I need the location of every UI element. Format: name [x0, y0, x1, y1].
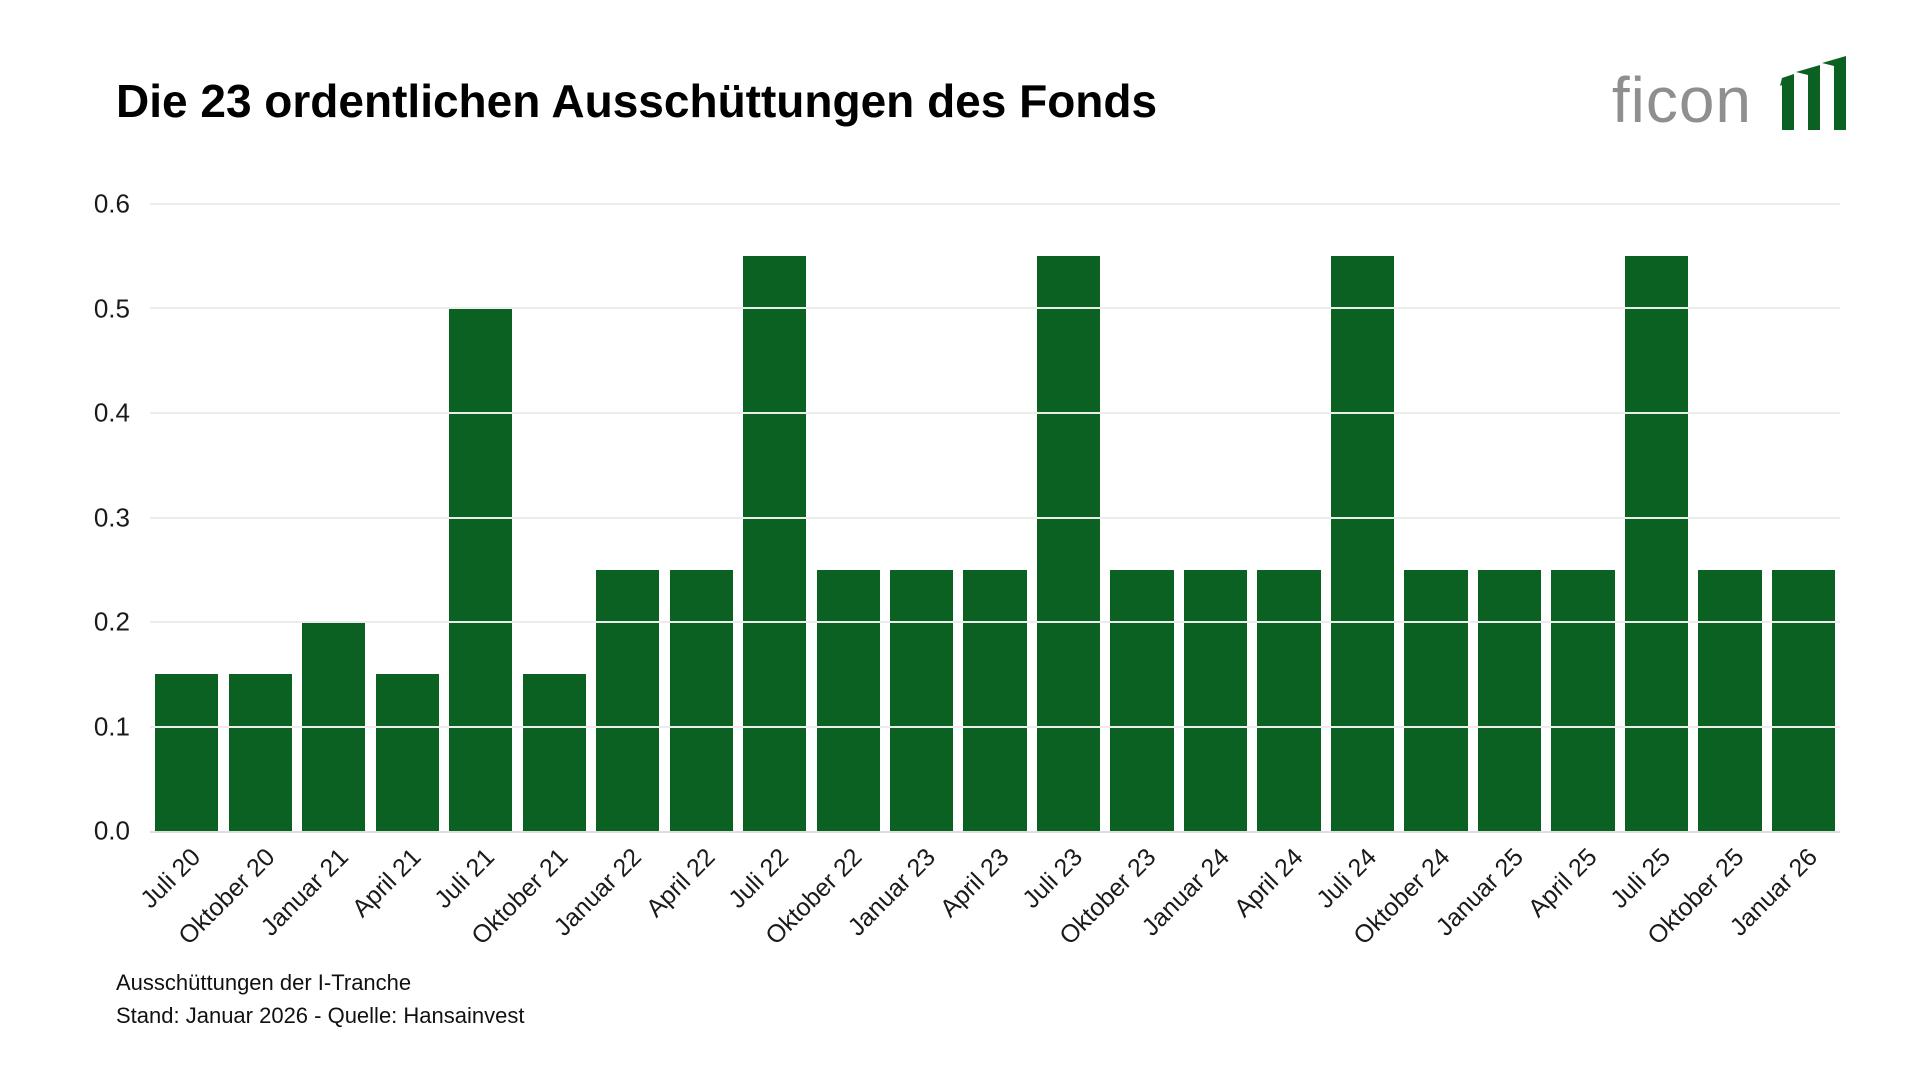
bar [1698, 569, 1762, 831]
bar-slot: Juli 25 [1605, 204, 1693, 914]
bar [228, 674, 292, 831]
bar-slot: April 24 [1229, 204, 1325, 923]
gridline [150, 620, 1840, 623]
bar-slot: Januar 23 [843, 204, 958, 941]
bar [522, 674, 586, 831]
gridline [150, 203, 1840, 205]
x-axis-tick-label: Juli 20 [135, 843, 207, 914]
y-axis-tick-label: 0.2 [93, 606, 130, 637]
bar [816, 569, 880, 831]
y-axis: 0.0 0.1 0.2 0.3 0.4 0.5 0.6 [0, 189, 138, 846]
x-axis-tick-label: Juli 25 [1605, 843, 1677, 914]
plot-area: Juli 20 Oktober 20 Januar 21 April 21 Juli 2… [136, 203, 1840, 950]
bar-slot: Oktober 21 [467, 204, 590, 950]
bar [155, 674, 219, 831]
gridline [150, 411, 1840, 414]
gridline [150, 307, 1840, 310]
bar-slot: Oktober 20 [173, 204, 296, 950]
bar-slot: Juli 24 [1311, 204, 1399, 914]
x-axis-tick-label: Juli 24 [1311, 843, 1383, 914]
x-axis-tick-label: April 25 [1523, 843, 1603, 923]
footnote-line1: Ausschüttungen der I-Tranche [116, 970, 412, 995]
rising-bars-icon [1780, 56, 1846, 130]
x-axis-tick-label: April 22 [641, 843, 721, 923]
bar [1330, 256, 1395, 831]
bar-slot: April 25 [1523, 204, 1619, 923]
bar-slot: Juli 20 [136, 204, 223, 914]
logo-text: ficon [1611, 63, 1752, 136]
bar-slot: Januar 26 [1725, 204, 1840, 941]
bar-slot: Oktober 22 [761, 204, 884, 950]
bar [889, 569, 954, 831]
bar [669, 569, 733, 831]
bar [1404, 569, 1468, 831]
bar [449, 308, 513, 831]
bar [375, 674, 439, 831]
y-axis-tick-label: 0.1 [93, 711, 130, 741]
bar [1624, 256, 1689, 831]
bar [963, 569, 1027, 831]
x-axis-tick-label: April 23 [935, 843, 1015, 923]
bar-slot: Oktober 23 [1055, 204, 1178, 950]
y-axis-tick-label: 0.4 [93, 397, 130, 428]
x-axis-tick-label: April 24 [1229, 843, 1309, 923]
x-axis-tick-label: Juli 22 [723, 843, 795, 914]
gridline [150, 516, 1840, 519]
bar-slot: Januar 22 [549, 204, 664, 941]
ficon-logo: ficon [1611, 56, 1854, 136]
y-axis-tick-label: 0.0 [93, 815, 130, 846]
footnote: Ausschüttungen der I-Tranche Stand: Janu… [116, 966, 524, 1032]
bar-slot: Juli 21 [430, 204, 517, 914]
bar-slot: Januar 24 [1137, 204, 1252, 941]
bar-slot: Juli 23 [1017, 204, 1105, 914]
footnote-line2: Stand: Januar 2026 - Quelle: Hansainvest [116, 1003, 525, 1028]
bar-slot: Oktober 25 [1642, 204, 1766, 950]
y-axis-tick-label: 0.3 [93, 502, 130, 532]
x-axis-tick-label: April 21 [347, 843, 428, 923]
x-axis-tick-label: Juli 21 [429, 843, 501, 914]
bars-row: Juli 20 Oktober 20 Januar 21 April 21 Juli 2… [136, 204, 1840, 950]
chart-title: Die 23 ordentlichen Ausschüttungen des F… [116, 75, 1158, 127]
gridline [150, 725, 1840, 728]
bar-slot: Januar 25 [1431, 204, 1546, 941]
bar [596, 569, 660, 831]
bar [743, 256, 807, 831]
bar-slot: April 23 [935, 204, 1031, 923]
bar-slot: April 21 [347, 204, 443, 923]
x-axis-tick-label: Juli 23 [1017, 843, 1089, 914]
bar [1257, 569, 1321, 831]
y-axis-tick-label: 0.6 [93, 188, 130, 219]
bar [1036, 256, 1101, 831]
bar [1110, 569, 1174, 831]
y-axis-tick-label: 0.5 [93, 293, 130, 323]
bar-slot: Oktober 24 [1349, 204, 1472, 950]
bar [1183, 569, 1248, 831]
bar-slot: Juli 22 [724, 204, 811, 914]
bar [1551, 569, 1615, 831]
bar [1477, 569, 1542, 831]
bar [1771, 569, 1835, 831]
bar-slot: April 22 [641, 204, 737, 923]
